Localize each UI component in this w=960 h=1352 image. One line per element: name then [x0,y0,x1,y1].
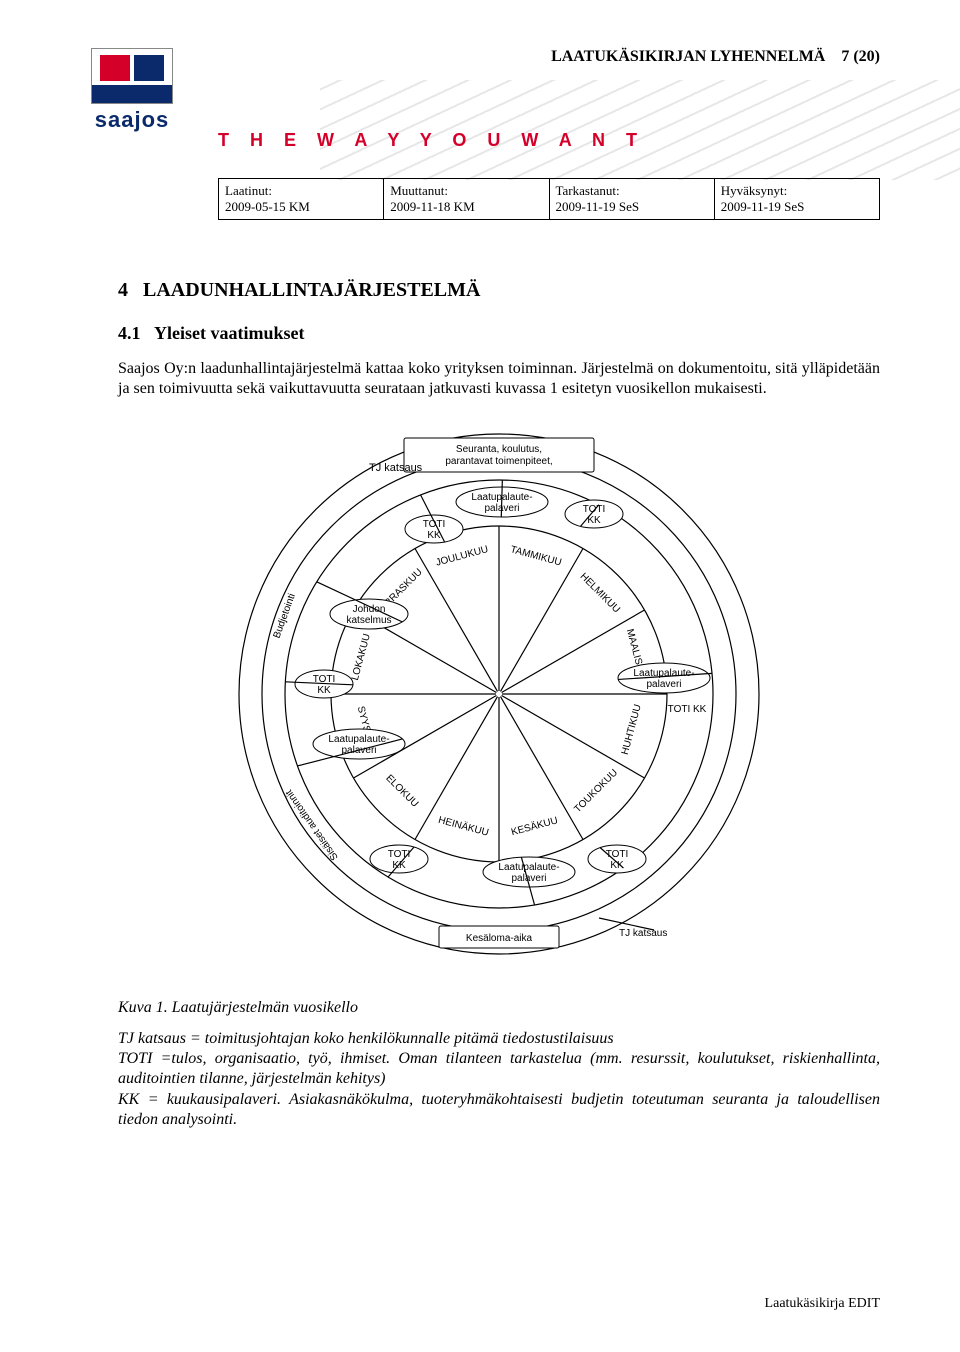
body-content: 4 LAADUNHALLINTAJÄRJESTELMÄ 4.1 Yleiset … [118,278,880,1131]
svg-text:HEINÄKUU: HEINÄKUU [437,813,490,838]
brand-tagline: T H E W A Y Y O U W A N T [218,130,645,151]
svg-text:katselmus: katselmus [346,615,391,626]
svg-text:LOKAKUU: LOKAKUU [350,632,373,681]
svg-text:TOTI: TOTI [583,504,606,515]
logo-flag-icon [91,48,173,104]
svg-text:TJ katsaus: TJ katsaus [619,928,667,939]
svg-text:TJ katsaus: TJ katsaus [369,462,423,474]
svg-text:palaveri: palaveri [511,873,546,884]
svg-text:Seuranta, koulutus,: Seuranta, koulutus, [456,444,542,455]
figure-caption: Kuva 1. Laatujärjestelmän vuosikello [118,998,880,1018]
svg-text:HELMIKUU: HELMIKUU [578,571,622,615]
definitions-block: TJ katsaus = toimitusjohtajan koko henki… [118,1029,880,1131]
annual-clock-svg: TAMMIKUUHELMIKUUMAALISKUUHUHTIKUUTOUKOKU… [219,414,779,974]
page-footer: Laatukäsikirja EDIT [765,1296,880,1312]
logo-wordmark: saajos [62,107,202,133]
svg-text:ELOKUU: ELOKUU [383,772,420,809]
svg-text:KESÄKUU: KESÄKUU [510,814,559,838]
paragraph: Saajos Oy:n laadunhallintajärjestelmä ka… [118,359,880,400]
meta-cell: Hyväksynyt:2009-11-19 SeS [714,179,880,219]
metadata-table: Laatinut:2009-05-15 KMMuuttanut:2009-11-… [218,178,880,220]
svg-text:TOUKOKUU: TOUKOKUU [572,767,620,815]
svg-text:Kesäloma-aika: Kesäloma-aika [466,933,533,944]
svg-text:HUHTIKUU: HUHTIKUU [620,703,644,756]
svg-text:parantavat toimenpiteet,: parantavat toimenpiteet, [445,456,552,467]
svg-text:TOTI KK: TOTI KK [668,704,707,715]
brand-logo: saajos [62,48,202,144]
svg-text:KK: KK [610,860,624,871]
meta-cell: Tarkastanut:2009-11-19 SeS [549,179,714,219]
meta-cell: Muuttanut:2009-11-18 KM [383,179,548,219]
svg-text:TAMMIKUU: TAMMIKUU [509,544,563,568]
subsection-heading: 4.1 Yleiset vaatimukset [118,322,880,345]
svg-text:palaveri: palaveri [646,679,681,690]
document-title: LAATUKÄSIKIRJAN LYHENNELMÄ 7 (20) [551,48,880,66]
meta-cell: Laatinut:2009-05-15 KM [218,179,383,219]
svg-text:KK: KK [317,685,331,696]
svg-text:Laatupalaute-: Laatupalaute- [498,862,559,873]
svg-text:Laatupalaute-: Laatupalaute- [328,734,389,745]
svg-text:JOULUKUU: JOULUKUU [435,544,490,569]
figure-annual-clock: TAMMIKUUHELMIKUUMAALISKUUHUHTIKUUTOUKOKU… [118,414,880,980]
section-heading: 4 LAADUNHALLINTAJÄRJESTELMÄ [118,278,880,304]
svg-text:TOTI: TOTI [606,849,629,860]
